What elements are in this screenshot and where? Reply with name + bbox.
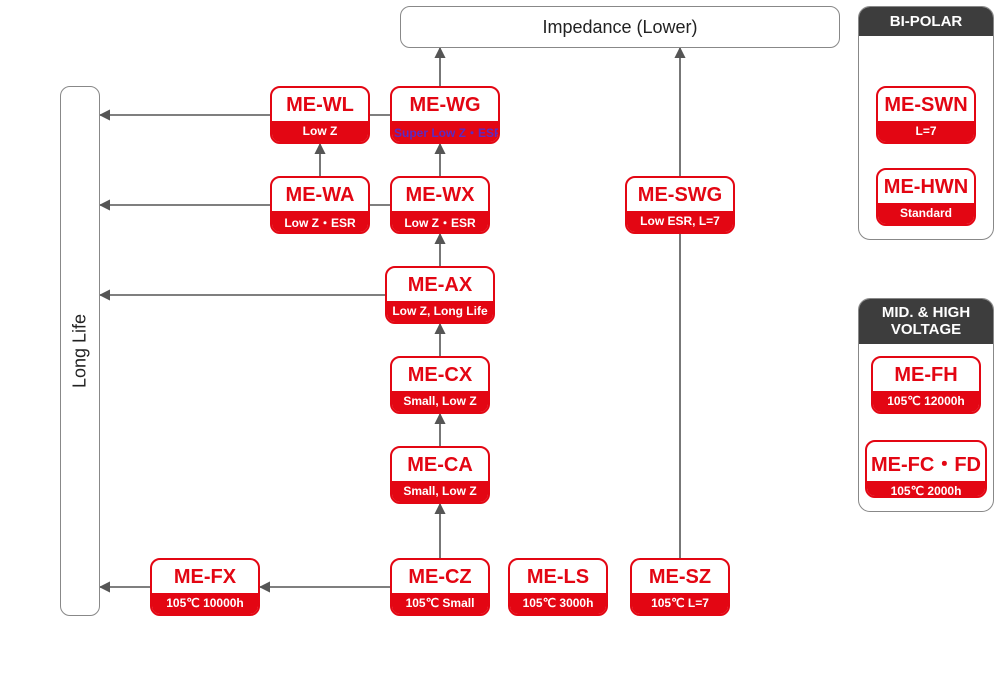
node-subtitle: 105℃ 2000h [867, 481, 985, 498]
node-me_fx[interactable]: ME-FX105℃ 10000h [150, 558, 260, 616]
node-title: ME-WL [272, 88, 368, 121]
node-title: ME-WX [392, 178, 488, 211]
node-me_fcfd[interactable]: ME-FC・FD105℃ 2000h [865, 440, 987, 498]
node-subtitle: Low Z [272, 121, 368, 142]
node-me_wg[interactable]: ME-WGSuper Low Z・ESR [390, 86, 500, 144]
node-subtitle: Small, Low Z [392, 391, 488, 412]
axis-impedance-label: Impedance (Lower) [542, 17, 697, 38]
panel-bipolar-title: BI-POLAR [859, 7, 993, 36]
node-subtitle: Low Z, Long Life [387, 301, 493, 322]
node-me_ls[interactable]: ME-LS105℃ 3000h [508, 558, 608, 616]
node-subtitle: 105℃ 12000h [873, 391, 979, 412]
axis-long-life-label: Long Life [70, 314, 91, 388]
node-me_ax[interactable]: ME-AXLow Z, Long Life [385, 266, 495, 324]
node-subtitle: Low Z・ESR [392, 211, 488, 234]
node-subtitle: Small, Low Z [392, 481, 488, 502]
node-me_ca[interactable]: ME-CASmall, Low Z [390, 446, 490, 504]
node-me_wa[interactable]: ME-WALow Z・ESR [270, 176, 370, 234]
node-title: ME-WA [272, 178, 368, 211]
node-title: ME-WG [392, 88, 498, 121]
node-title: ME-CA [392, 448, 488, 481]
node-title: ME-FC・FD [867, 442, 985, 481]
node-me_wx[interactable]: ME-WXLow Z・ESR [390, 176, 490, 234]
node-subtitle: L=7 [878, 121, 974, 142]
node-title: ME-FX [152, 560, 258, 593]
node-me_hwn[interactable]: ME-HWNStandard [876, 168, 976, 226]
node-title: ME-AX [387, 268, 493, 301]
node-subtitle: 105℃ L=7 [632, 593, 728, 614]
axis-impedance: Impedance (Lower) [400, 6, 840, 48]
node-subtitle: Low Z・ESR [272, 211, 368, 234]
node-title: ME-CZ [392, 560, 488, 593]
node-title: ME-SWG [627, 178, 733, 211]
axis-long-life: Long Life [60, 86, 100, 616]
node-subtitle: Super Low Z・ESR [392, 121, 498, 144]
node-subtitle: 105℃ Small [392, 593, 488, 614]
node-me_cx[interactable]: ME-CXSmall, Low Z [390, 356, 490, 414]
diagram-canvas: Impedance (Lower) Long Life BI-POLAR MID… [0, 0, 1000, 695]
node-me_swn[interactable]: ME-SWNL=7 [876, 86, 976, 144]
node-title: ME-FH [873, 358, 979, 391]
node-me_wl[interactable]: ME-WLLow Z [270, 86, 370, 144]
panel-mid-high-title: MID. & HIGH VOLTAGE [859, 299, 993, 344]
node-me_swg[interactable]: ME-SWGLow ESR, L=7 [625, 176, 735, 234]
node-title: ME-SZ [632, 560, 728, 593]
node-title: ME-HWN [878, 170, 974, 203]
node-title: ME-SWN [878, 88, 974, 121]
node-me_cz[interactable]: ME-CZ105℃ Small [390, 558, 490, 616]
node-title: ME-LS [510, 560, 606, 593]
node-title: ME-CX [392, 358, 488, 391]
node-subtitle: 105℃ 10000h [152, 593, 258, 614]
node-subtitle: Standard [878, 203, 974, 224]
node-me_sz[interactable]: ME-SZ105℃ L=7 [630, 558, 730, 616]
node-subtitle: 105℃ 3000h [510, 593, 606, 614]
node-subtitle: Low ESR, L=7 [627, 211, 733, 232]
node-me_fh[interactable]: ME-FH105℃ 12000h [871, 356, 981, 414]
